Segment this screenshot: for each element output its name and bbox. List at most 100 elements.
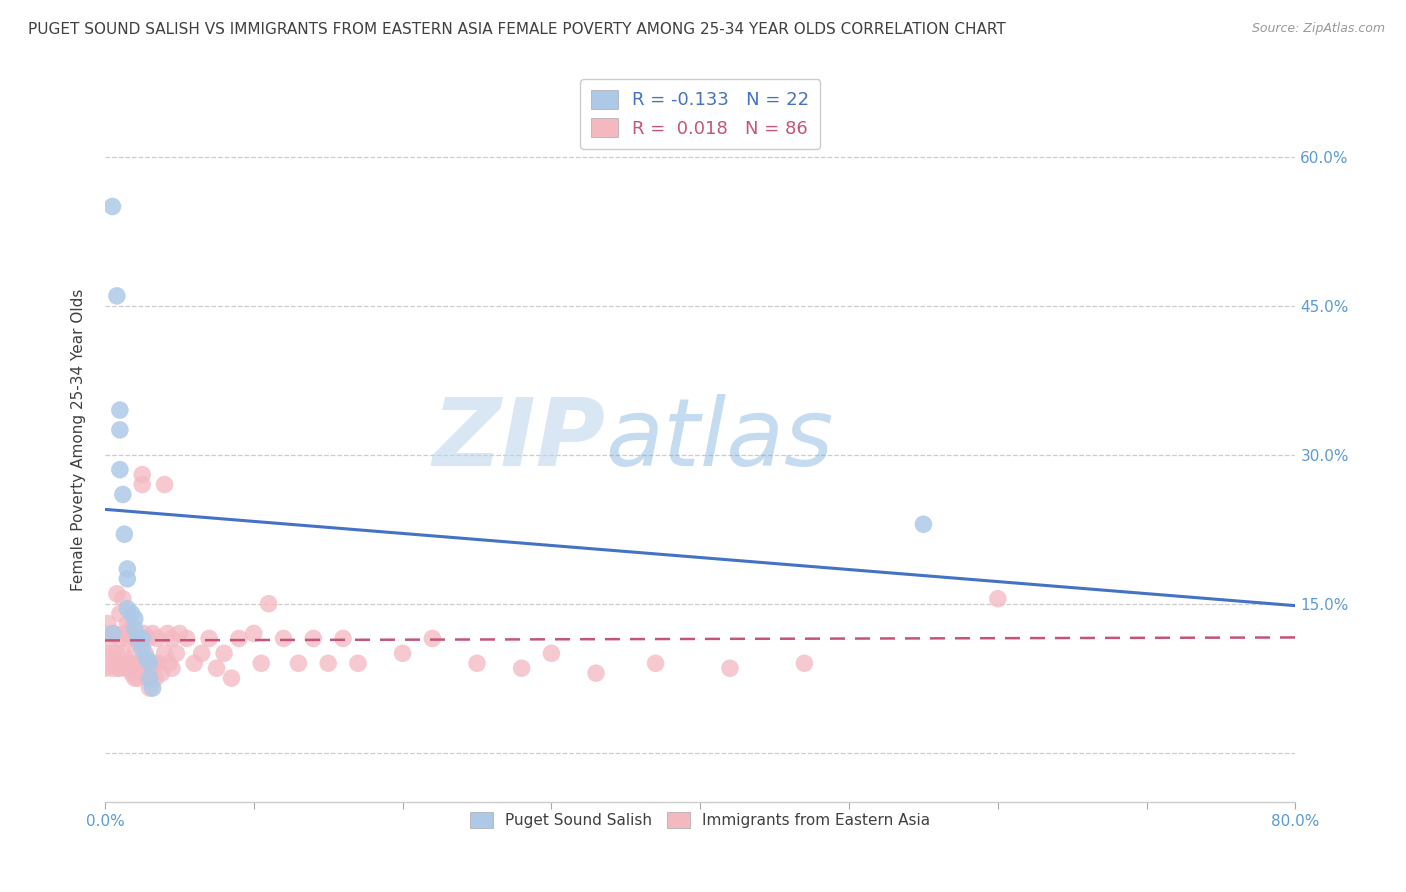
Point	[131, 632, 153, 646]
Point	[112, 626, 135, 640]
Point	[391, 646, 413, 660]
Point	[228, 632, 250, 646]
Point	[128, 636, 150, 650]
Point	[465, 657, 488, 671]
Point	[205, 661, 228, 675]
Point	[111, 591, 134, 606]
Point	[97, 616, 120, 631]
Point	[644, 657, 666, 671]
Point	[138, 657, 160, 671]
Point	[108, 607, 131, 621]
Point	[124, 622, 146, 636]
Point	[124, 611, 146, 625]
Point	[142, 626, 165, 640]
Point	[190, 646, 212, 660]
Point	[108, 661, 131, 675]
Point	[118, 626, 141, 640]
Point	[136, 632, 159, 646]
Point	[150, 666, 173, 681]
Point	[302, 632, 325, 646]
Point	[316, 657, 339, 671]
Point	[117, 632, 139, 646]
Point	[221, 671, 243, 685]
Text: ZIP: ZIP	[432, 394, 605, 486]
Point	[127, 632, 149, 646]
Point	[176, 632, 198, 646]
Point	[94, 646, 117, 660]
Point	[127, 671, 149, 685]
Point	[718, 661, 741, 675]
Point	[332, 632, 354, 646]
Point	[121, 657, 143, 671]
Point	[111, 646, 134, 660]
Point	[793, 657, 815, 671]
Point	[212, 646, 235, 660]
Point	[117, 661, 139, 675]
Point	[117, 601, 139, 615]
Point	[108, 632, 131, 646]
Point	[250, 657, 273, 671]
Point	[117, 562, 139, 576]
Point	[146, 632, 169, 646]
Point	[257, 597, 280, 611]
Point	[101, 646, 124, 660]
Point	[101, 626, 124, 640]
Point	[347, 657, 370, 671]
Text: Source: ZipAtlas.com: Source: ZipAtlas.com	[1251, 22, 1385, 36]
Point	[138, 681, 160, 695]
Point	[198, 632, 221, 646]
Point	[142, 681, 165, 695]
Point	[108, 463, 131, 477]
Point	[131, 477, 153, 491]
Point	[107, 661, 129, 675]
Point	[94, 661, 117, 675]
Point	[120, 622, 142, 636]
Point	[105, 646, 128, 660]
Point	[138, 671, 160, 685]
Point	[165, 646, 187, 660]
Point	[104, 657, 127, 671]
Point	[585, 666, 607, 681]
Point	[148, 657, 170, 671]
Point	[153, 646, 176, 660]
Point	[121, 607, 143, 621]
Point	[160, 632, 183, 646]
Point	[987, 591, 1010, 606]
Point	[118, 661, 141, 675]
Point	[131, 641, 153, 656]
Text: PUGET SOUND SALISH VS IMMIGRANTS FROM EASTERN ASIA FEMALE POVERTY AMONG 25-34 YE: PUGET SOUND SALISH VS IMMIGRANTS FROM EA…	[28, 22, 1005, 37]
Point	[273, 632, 295, 646]
Point	[138, 657, 160, 671]
Point	[125, 632, 148, 646]
Point	[135, 661, 157, 675]
Point	[157, 657, 180, 671]
Point	[112, 657, 135, 671]
Point	[103, 626, 125, 640]
Point	[160, 661, 183, 675]
Text: atlas: atlas	[605, 394, 834, 485]
Point	[108, 423, 131, 437]
Point	[169, 626, 191, 640]
Point	[132, 626, 155, 640]
Point	[510, 661, 533, 675]
Point	[243, 626, 266, 640]
Point	[129, 657, 152, 671]
Y-axis label: Female Poverty Among 25-34 Year Olds: Female Poverty Among 25-34 Year Olds	[72, 289, 86, 591]
Point	[540, 646, 562, 660]
Point	[100, 632, 122, 646]
Point	[145, 671, 167, 685]
Point	[138, 671, 160, 685]
Point	[124, 646, 146, 660]
Point	[105, 289, 128, 303]
Point	[183, 657, 205, 671]
Point	[117, 616, 139, 631]
Point	[117, 572, 139, 586]
Point	[287, 657, 309, 671]
Point	[912, 517, 935, 532]
Point	[124, 632, 146, 646]
Point	[124, 671, 146, 685]
Point	[101, 200, 124, 214]
Point	[105, 587, 128, 601]
Point	[121, 666, 143, 681]
Point	[153, 477, 176, 491]
